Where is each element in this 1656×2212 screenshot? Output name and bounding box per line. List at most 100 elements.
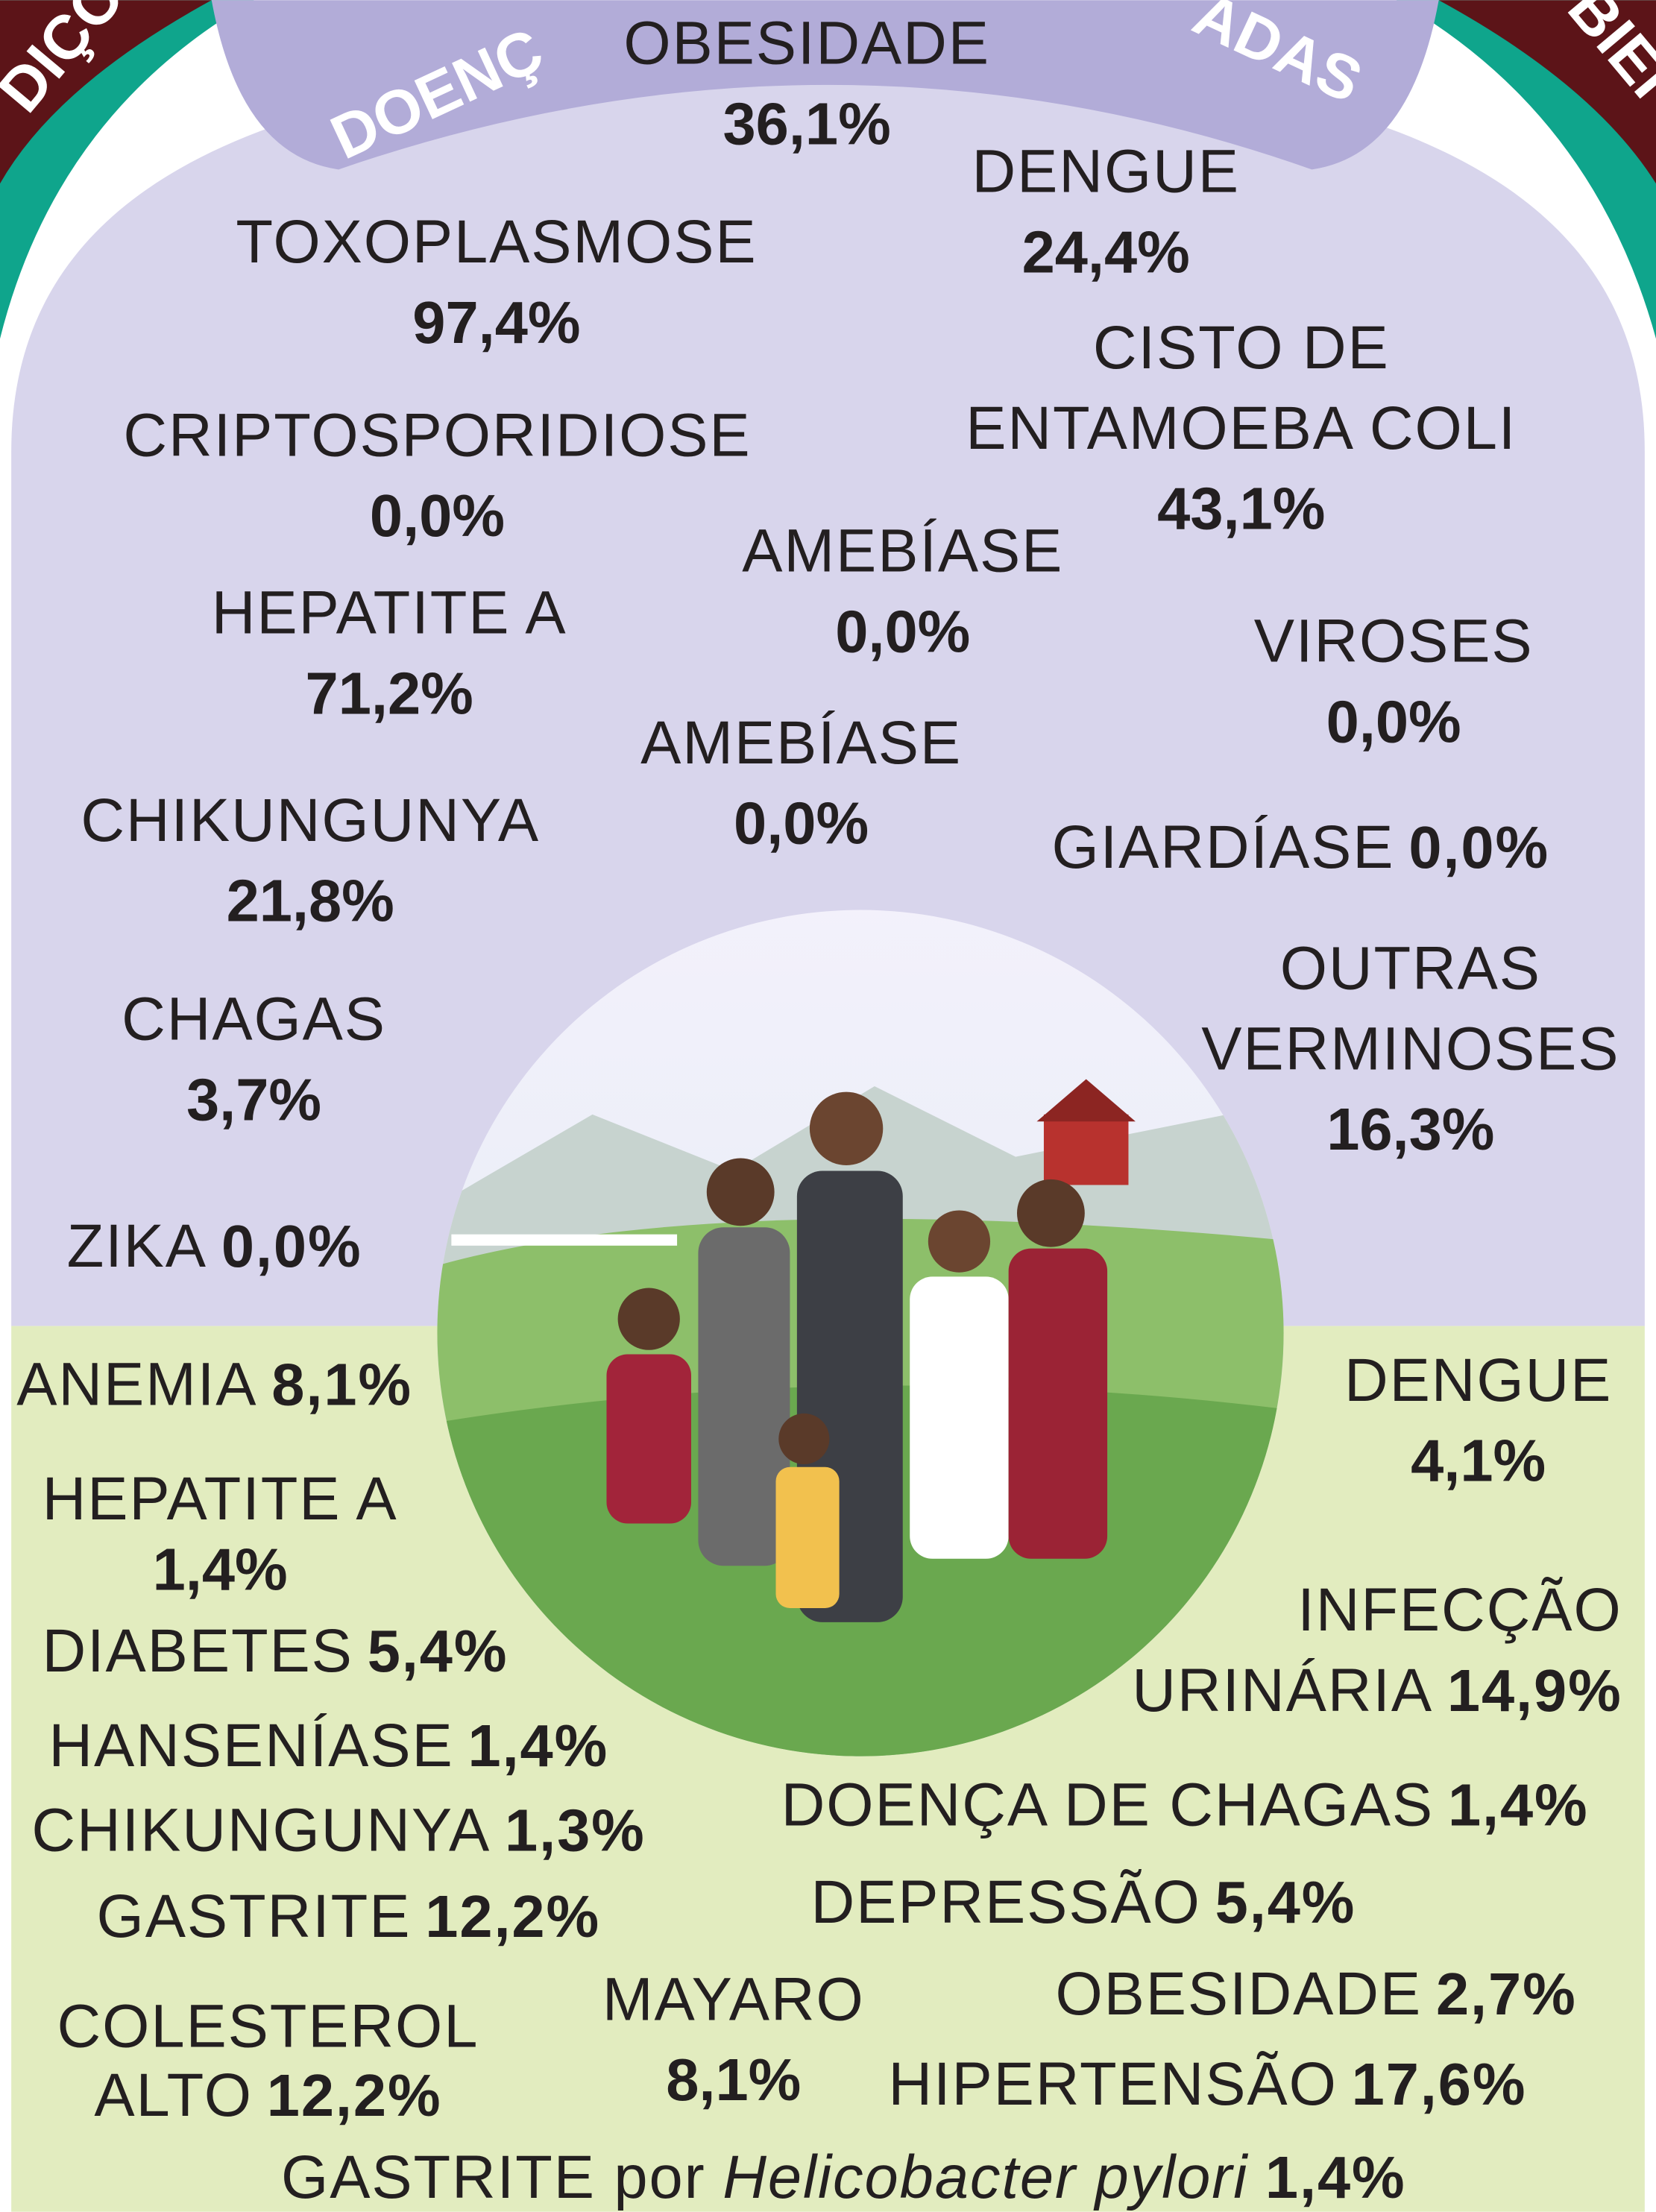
label-line: DEPRESSÃO [811,1868,1201,1936]
label-line: CHIKUNGUNYA [81,787,540,854]
disease-value: 3,7% [186,1066,321,1132]
disease-value: 8,1% [666,2046,801,2113]
label-line: OBESIDADE [1056,1960,1423,2028]
label-line: CISTO DE [1093,314,1390,382]
disease-value: 8,1% [271,1352,412,1418]
disease-value: 14,9% [1447,1657,1622,1724]
disease-item: HIPERTENSÃO17,6% [888,2050,1526,2118]
disease-label: COLESTEROL [57,1992,479,2060]
infographic: DIÇÕE DOENÇ ADAS BIEI OBESIDADE36,1%DENG… [0,0,1656,2212]
disease-value: 0,0% [734,790,869,857]
disease-value: 12,2% [267,2062,442,2129]
disease-label: CHIKUNGUNYA [81,787,540,854]
disease-label: VERMINOSES [1201,1015,1619,1083]
disease-value: 1,3% [505,1797,646,1863]
label-line: INFECÇÃO [1297,1576,1622,1644]
disease-value: 0,0% [1408,814,1549,880]
label-line: CHIKUNGUNYA [31,1796,491,1864]
disease-item: DOENÇA DE CHAGAS1,4% [781,1771,1589,1838]
disease-label: DEPRESSÃO5,4% [811,1868,1356,1936]
disease-label: ALTO12,2% [94,2061,441,2129]
label-line: DENGUE [972,138,1240,206]
disease-label: AMEBÍASE [742,517,1063,584]
disease-label: ANEMIA8,1% [16,1351,412,1419]
disease-label: HEPATITE A [42,1465,398,1533]
disease-label: DENGUE [972,138,1240,206]
disease-value: 21,8% [227,868,394,934]
disease-label: TOXOPLASMOSE [236,208,757,276]
disease-label: URINÁRIA14,9% [1132,1657,1622,1724]
disease-value: 36,1% [722,90,890,157]
label-line: HANSENÍASE [48,1712,453,1780]
disease-label: CHAGAS [122,986,386,1053]
disease-label: INFECÇÃO [1297,1576,1622,1644]
label-line: CRIPTOSPORIDIOSE [123,401,751,469]
label-line: ALTO [94,2061,252,2129]
label-line: MAYARO [602,1965,865,2033]
disease-label: OUTRAS [1280,934,1541,1002]
label-line: DIABETES [42,1617,353,1685]
disease-value: 97,4% [412,289,580,356]
disease-label: MAYARO [602,1965,865,2033]
disease-value: 1,4% [1448,1771,1589,1838]
label-line: URINÁRIA [1132,1657,1433,1724]
label-line: AMEBÍASE [742,517,1063,584]
disease-label: CRIPTOSPORIDIOSE [123,401,751,469]
disease-value: 24,4% [1022,218,1190,285]
disease-value: 12,2% [425,1883,600,1950]
label-line: GIARDÍASE [1052,813,1395,881]
label-part: GASTRITE por [281,2143,706,2211]
disease-value: 71,2% [306,661,473,727]
label-line: DOENÇA DE CHAGAS [781,1771,1434,1838]
disease-label: OBESIDADE2,7% [1056,1960,1577,2028]
disease-item: OBESIDADE2,7% [1056,1960,1577,2028]
disease-label: CISTO DE [1093,314,1390,382]
disease-label: GIARDÍASE0,0% [1052,813,1549,881]
label-line: ENTAMOEBA COLI [966,394,1517,462]
disease-value: 4,1% [1411,1428,1546,1494]
label-line: OUTRAS [1280,934,1541,1002]
page: {"header": {"arc_left": "DIÇÕE", "arc_ce… [0,0,1656,2212]
disease-value: 43,1% [1157,476,1325,542]
disease-label: VIROSES [1254,608,1534,675]
label-line: GASTRITE [97,1882,412,1950]
label-line: AMEBÍASE [640,709,962,777]
disease-value: 0,0% [835,598,970,664]
disease-value: 1,4% [153,1536,288,1602]
label-line: VERMINOSES [1201,1015,1619,1083]
disease-value: 16,3% [1326,1096,1494,1162]
label-line: HIPERTENSÃO [888,2050,1337,2118]
label-line: ZIKA [67,1212,207,1280]
label-line: TOXOPLASMOSE [236,208,757,276]
disease-value: 5,4% [368,1618,509,1684]
label-line: HEPATITE A [42,1465,398,1533]
label-line: VIROSES [1254,608,1534,675]
label-line: DENGUE [1344,1346,1612,1414]
label-line: OBESIDADE [623,9,990,77]
disease-label: OBESIDADE [623,9,990,77]
disease-label: DENGUE [1344,1346,1612,1414]
label-line: COLESTEROL [57,1992,479,2060]
disease-value: 1,4% [1265,2144,1406,2211]
disease-value: 0,0% [370,482,505,549]
label-line: ANEMIA [16,1351,257,1419]
disease-value: 0,0% [1326,688,1461,754]
disease-value: 1,4% [468,1712,609,1779]
disease-label: ENTAMOEBA COLI [966,394,1517,462]
label-part: Helicobacter pylori [722,2143,1248,2211]
label-line: HEPATITE A [212,579,567,647]
